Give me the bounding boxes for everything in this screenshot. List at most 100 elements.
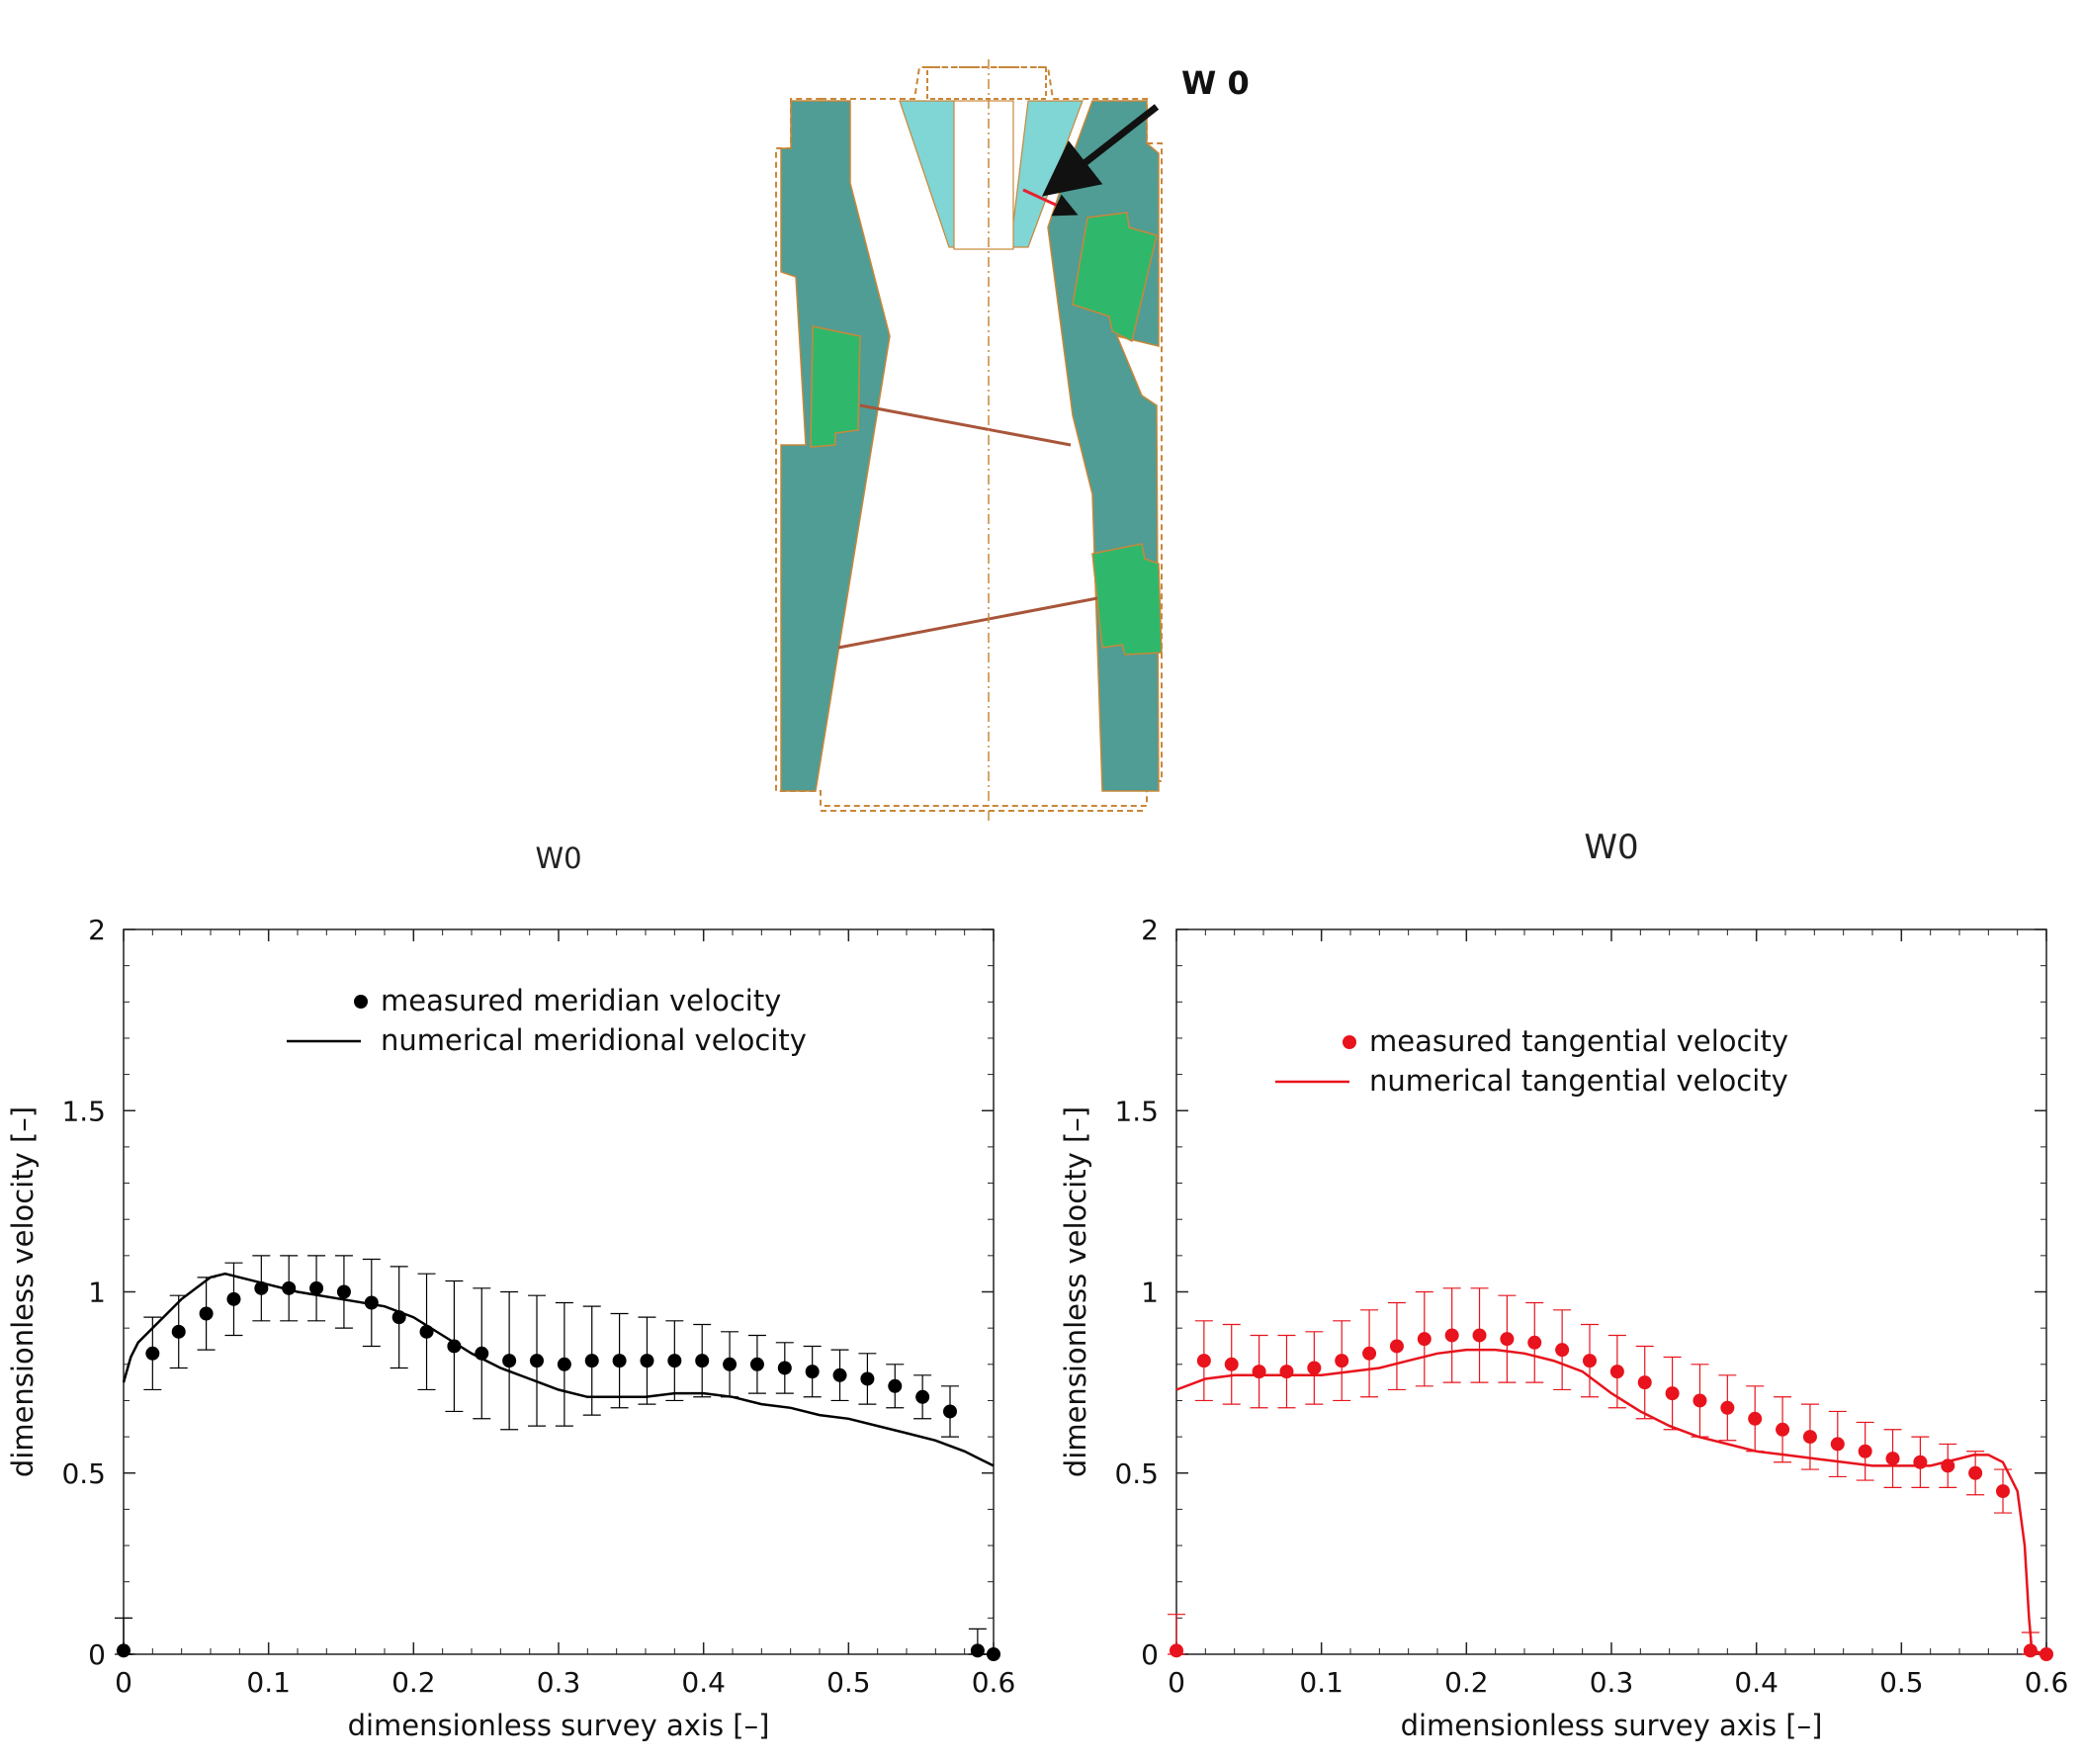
blade-line-upper bbox=[859, 403, 1072, 447]
data-point bbox=[171, 1324, 186, 1339]
x-tick-label: 0.4 bbox=[1734, 1666, 1779, 1699]
data-point bbox=[1692, 1393, 1707, 1408]
x-tick-label: 0.1 bbox=[246, 1666, 291, 1699]
data-point bbox=[1609, 1365, 1624, 1379]
data-point bbox=[1968, 1465, 1983, 1480]
data-point bbox=[502, 1354, 517, 1368]
data-point bbox=[915, 1389, 930, 1404]
legend-marker-points bbox=[1343, 1035, 1356, 1049]
data-point bbox=[1665, 1386, 1680, 1401]
chart-title: W0 bbox=[1584, 828, 1638, 867]
x-tick-label: 0.2 bbox=[391, 1666, 436, 1699]
y-tick-label: 1 bbox=[1141, 1277, 1159, 1309]
data-point bbox=[943, 1404, 957, 1419]
data-point bbox=[447, 1339, 462, 1354]
left-chart-panel: W0 0 0.1 0.2 0.3 0.4 0.5 0.6 0 0.5 1 1.5 2 dimensionl… bbox=[0, 811, 1028, 1764]
data-point bbox=[117, 1643, 130, 1658]
y-tick-label: 1 bbox=[88, 1277, 106, 1309]
tangential-velocity-chart: W0 0 0.1 0.2 0.3 0.4 0.5 0.6 0 0.5 1 1.5 2 dimensionl… bbox=[1059, 828, 2069, 1742]
data-point bbox=[1858, 1444, 1872, 1458]
data-point bbox=[749, 1357, 764, 1371]
data-point bbox=[777, 1361, 792, 1375]
legend-label: numerical meridional velocity bbox=[381, 1023, 807, 1057]
data-point bbox=[1472, 1328, 1487, 1343]
data-point bbox=[695, 1354, 710, 1368]
data-point bbox=[987, 1647, 1000, 1661]
data-point bbox=[1555, 1343, 1570, 1358]
data-point bbox=[640, 1354, 654, 1368]
pump-turbine-cross-section: W 0 bbox=[775, 59, 1250, 821]
blade-line-lower bbox=[837, 596, 1098, 650]
data-point bbox=[805, 1365, 820, 1379]
data-point bbox=[860, 1371, 875, 1386]
data-point bbox=[1885, 1452, 1900, 1466]
data-point bbox=[309, 1280, 324, 1295]
y-tick-label: 0 bbox=[88, 1638, 106, 1671]
y-tick-label: 2 bbox=[1141, 914, 1159, 946]
x-tick-label: 0.2 bbox=[1444, 1666, 1489, 1699]
cone-base bbox=[953, 100, 1014, 250]
data-point bbox=[1170, 1643, 1183, 1658]
data-point bbox=[667, 1354, 682, 1368]
right-chart-panel: W0 0 0.1 0.2 0.3 0.4 0.5 0.6 0 0.5 1 1.5 2 dimensionl… bbox=[1053, 811, 2081, 1764]
x-tick-label: 0.4 bbox=[681, 1666, 726, 1699]
data-point bbox=[1996, 1484, 2010, 1499]
y-tick-label: 0.5 bbox=[61, 1457, 106, 1490]
callout-label: W 0 bbox=[1181, 64, 1250, 102]
data-point bbox=[557, 1357, 571, 1371]
data-point bbox=[1196, 1354, 1211, 1368]
data-point bbox=[1913, 1455, 1928, 1469]
probe-line bbox=[1022, 188, 1079, 217]
data-point bbox=[336, 1284, 351, 1299]
x-tick-label: 0.1 bbox=[1299, 1666, 1344, 1699]
data-point bbox=[1583, 1354, 1597, 1368]
data-point bbox=[1802, 1430, 1817, 1445]
y-axis-label: dimensionless velocity [–] bbox=[1059, 1106, 1092, 1477]
data-point bbox=[226, 1291, 241, 1306]
data-point bbox=[723, 1357, 738, 1371]
series-line bbox=[1175, 1348, 2047, 1656]
data-point bbox=[970, 1643, 985, 1658]
right-casing bbox=[1047, 100, 1160, 792]
data-point bbox=[1335, 1354, 1349, 1368]
data-point bbox=[419, 1324, 434, 1339]
y-tick-label: 0.5 bbox=[1114, 1457, 1159, 1490]
data-point bbox=[1224, 1357, 1239, 1371]
data-point bbox=[145, 1346, 160, 1361]
data-point bbox=[584, 1354, 599, 1368]
data-point bbox=[1500, 1332, 1515, 1347]
y-tick-label: 2 bbox=[88, 914, 106, 946]
data-point bbox=[1720, 1400, 1735, 1415]
data-point bbox=[1444, 1328, 1459, 1343]
legend-marker-points bbox=[354, 995, 368, 1009]
data-point bbox=[1362, 1346, 1377, 1361]
x-tick-label: 0 bbox=[1168, 1666, 1185, 1699]
runner-block-left bbox=[810, 325, 861, 448]
x-tick-label: 0.3 bbox=[537, 1666, 581, 1699]
legend-label: numerical tangential velocity bbox=[1369, 1064, 1788, 1098]
data-point bbox=[364, 1295, 379, 1310]
x-axis-label: dimensionless survey axis [–] bbox=[348, 1709, 770, 1742]
x-tick-label: 0.5 bbox=[1879, 1666, 1924, 1699]
x-tick-label: 0.6 bbox=[972, 1666, 1016, 1699]
data-point bbox=[1830, 1437, 1845, 1452]
legend-label: measured tangential velocity bbox=[1369, 1024, 1788, 1058]
x-tick-label: 0 bbox=[115, 1666, 132, 1699]
data-point bbox=[888, 1378, 903, 1393]
y-tick-label: 1.5 bbox=[61, 1095, 106, 1127]
y-axis-label: dimensionless velocity [–] bbox=[6, 1106, 40, 1477]
data-point bbox=[1389, 1339, 1404, 1354]
left-casing bbox=[780, 100, 891, 792]
top-neck bbox=[926, 66, 1047, 100]
meridian-velocity-chart: W0 0 0.1 0.2 0.3 0.4 0.5 0.6 0 0.5 1 1.5 2 dimensionl… bbox=[6, 841, 1016, 1742]
data-point bbox=[1307, 1361, 1322, 1375]
data-point bbox=[612, 1354, 627, 1368]
data-point bbox=[1776, 1422, 1790, 1437]
x-tick-label: 0.6 bbox=[2025, 1666, 2069, 1699]
chart-title: W0 bbox=[535, 841, 581, 875]
x-axis-label: dimensionless survey axis [–] bbox=[1401, 1709, 1823, 1742]
data-point bbox=[199, 1306, 214, 1321]
callout-arrow bbox=[1041, 104, 1160, 197]
legend-label: measured meridian velocity bbox=[381, 984, 781, 1017]
x-tick-label: 0.3 bbox=[1590, 1666, 1634, 1699]
